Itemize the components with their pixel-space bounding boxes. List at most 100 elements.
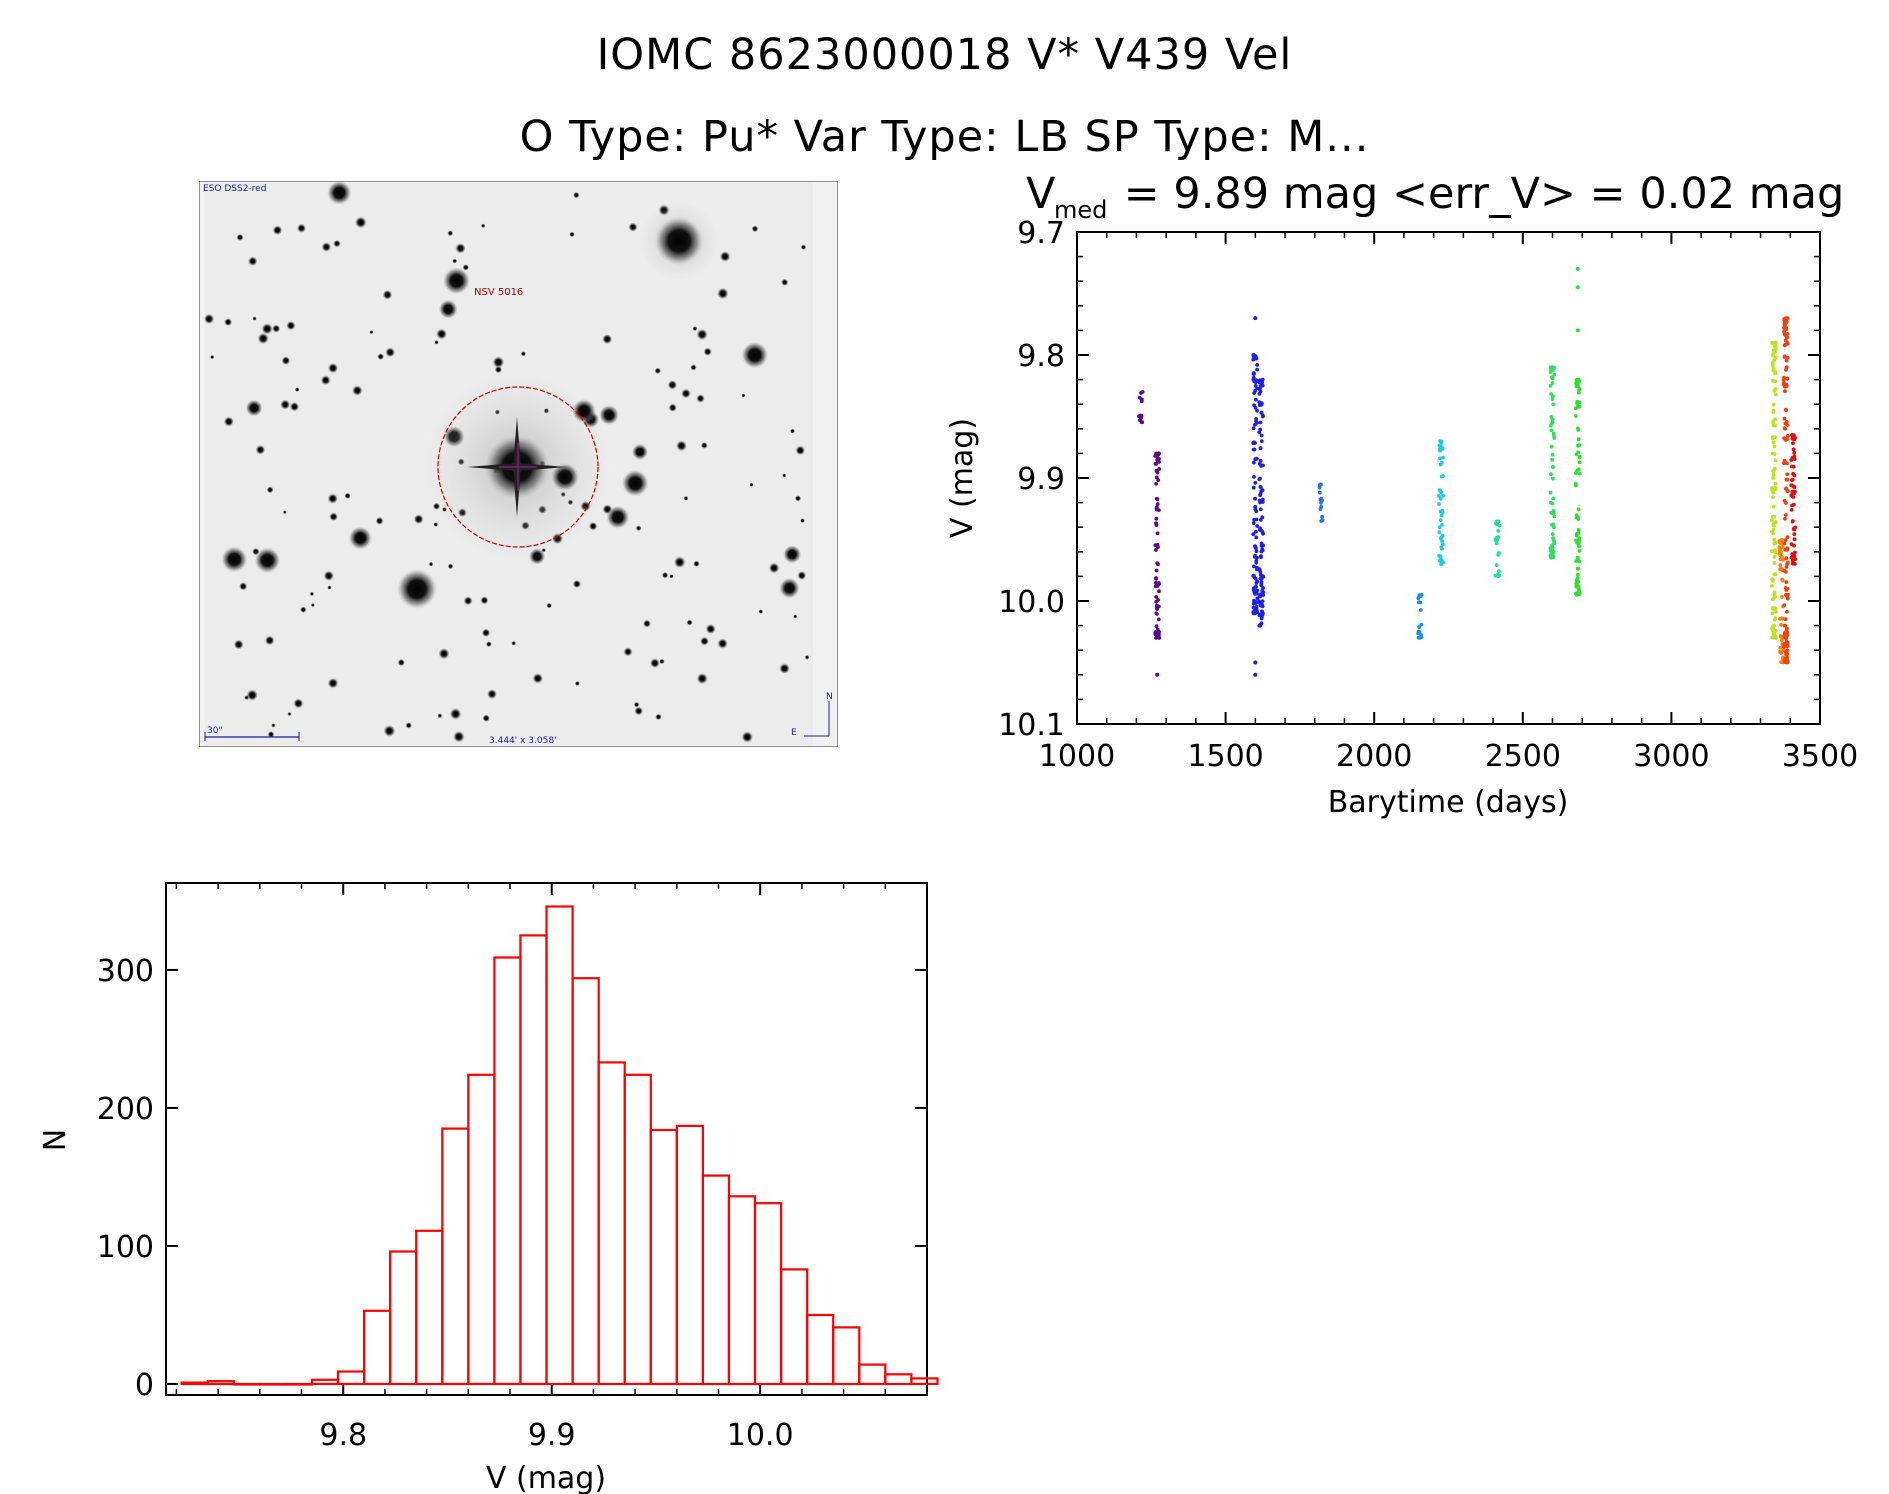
data-point (1260, 574, 1265, 578)
data-point (1782, 416, 1787, 421)
star (643, 619, 651, 628)
data-point (1496, 529, 1501, 533)
data-point (1785, 437, 1790, 441)
star (621, 469, 649, 497)
data-point (1790, 503, 1794, 508)
data-point (1258, 485, 1263, 489)
data-point (1573, 471, 1578, 475)
data-point (1790, 561, 1795, 566)
data-point (1257, 477, 1262, 482)
data-point (1548, 546, 1553, 551)
chart-title-line2: O Type: Pu* Var Type: LB SP Type: M... (519, 112, 1370, 162)
data-point (1261, 574, 1266, 579)
data-point (1770, 625, 1775, 630)
data-point (1771, 495, 1775, 499)
x-tick-label: 3000 (1633, 739, 1709, 774)
data-point (1253, 504, 1258, 509)
data-point (1497, 569, 1501, 574)
star (245, 399, 263, 417)
data-point (1259, 383, 1264, 387)
data-point (1771, 469, 1775, 474)
data-point (1782, 541, 1787, 546)
data-point (1437, 558, 1442, 563)
data-point (1155, 630, 1160, 634)
data-point (1782, 458, 1787, 463)
data-point (1257, 430, 1262, 435)
data-point (1771, 351, 1776, 356)
star (266, 486, 274, 494)
data-point (1437, 530, 1442, 535)
data-point (1252, 391, 1257, 395)
data-point (1258, 570, 1263, 575)
data-point (1439, 440, 1444, 445)
data-point (1251, 587, 1256, 592)
data-point (1254, 378, 1258, 383)
data-point (1551, 465, 1555, 470)
data-point (1789, 478, 1794, 482)
histogram-bar (675, 1124, 704, 1386)
data-point (1155, 531, 1160, 536)
data-point (1552, 541, 1557, 546)
data-point (1258, 573, 1263, 577)
star (462, 264, 470, 271)
star (255, 444, 266, 455)
data-point (1441, 542, 1445, 547)
data-point (1154, 633, 1158, 637)
data-point (1551, 510, 1556, 515)
star (741, 341, 769, 369)
data-point (1154, 624, 1159, 628)
data-point (1574, 406, 1578, 411)
data-point (1154, 481, 1158, 486)
data-point (1439, 535, 1444, 540)
histogram-bar (467, 1073, 496, 1386)
data-point (1261, 543, 1266, 548)
data-point (1252, 598, 1256, 603)
data-point (1774, 340, 1778, 345)
star (520, 351, 527, 357)
data-point (1784, 365, 1789, 370)
star (203, 313, 215, 325)
data-point (1574, 515, 1579, 520)
data-point (1438, 555, 1443, 560)
data-point (1778, 617, 1782, 621)
data-point (1793, 550, 1797, 555)
star (257, 332, 269, 345)
data-point (1782, 317, 1787, 321)
data-point (1778, 645, 1783, 650)
star (271, 723, 276, 728)
data-point (1257, 623, 1262, 628)
data-point (1254, 529, 1258, 534)
star (741, 393, 746, 398)
data-point (1784, 477, 1789, 482)
data-point (1551, 536, 1555, 541)
data-point (1260, 609, 1264, 614)
data-point (1258, 526, 1262, 531)
data-point (1576, 589, 1581, 594)
histogram-bar (832, 1326, 861, 1386)
data-point (1259, 616, 1264, 621)
star (602, 334, 613, 345)
data-point (1549, 510, 1554, 515)
data-point (1784, 651, 1789, 656)
star (661, 571, 669, 579)
data-point (1779, 651, 1783, 655)
data-point-outlier (1155, 672, 1160, 677)
data-point (1253, 406, 1258, 410)
data-point (1792, 532, 1797, 537)
data-point (1574, 381, 1578, 386)
data-point (1783, 660, 1787, 664)
data-point (1771, 368, 1776, 373)
histogram-bar (441, 1127, 470, 1385)
data-point (1255, 421, 1259, 425)
data-point (1550, 543, 1554, 548)
data-point (1550, 457, 1554, 462)
star (289, 401, 300, 412)
data-point-outlier (1253, 672, 1258, 677)
data-point (1497, 551, 1501, 555)
data-point (1251, 605, 1256, 610)
data-point (1576, 517, 1581, 521)
data-point (1773, 486, 1778, 491)
data-point (1785, 660, 1790, 665)
data-point (1782, 426, 1787, 430)
star (628, 222, 638, 232)
